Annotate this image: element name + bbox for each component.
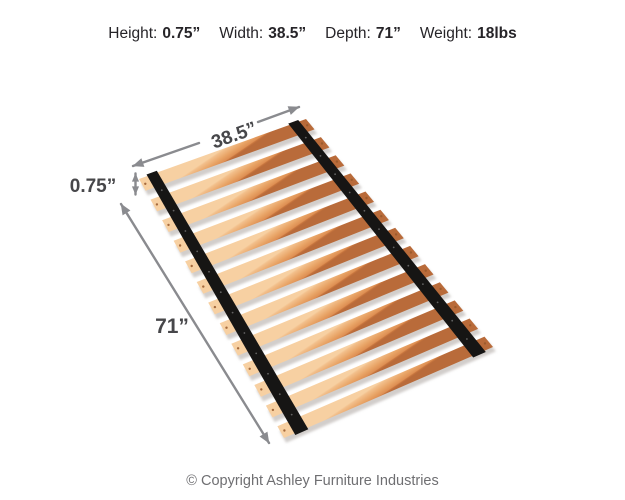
strap-stitch xyxy=(219,291,222,294)
slat xyxy=(277,336,493,438)
staple-dot xyxy=(155,203,159,206)
strap-stitch xyxy=(267,372,269,375)
spec-height-label: Height: xyxy=(108,25,158,42)
spec-line: Height: 0.75” Width: 38.5” Depth: 71” Weigh… xyxy=(0,24,625,43)
strap-stitch xyxy=(184,230,187,232)
spec-width-value: 38.5” xyxy=(268,25,307,42)
strap-stitch xyxy=(319,155,322,157)
staple-dot xyxy=(469,324,472,327)
staple-dot xyxy=(365,196,368,200)
strap-stitch xyxy=(231,311,234,314)
dimension-arrows xyxy=(119,105,301,445)
slat xyxy=(139,119,315,191)
staple-dot xyxy=(271,408,275,412)
height-dimension-label: 0.75” xyxy=(70,176,116,197)
staple-dot xyxy=(144,182,147,185)
slat xyxy=(219,245,419,335)
spec-depth-value: 71” xyxy=(375,25,401,42)
staple-dot xyxy=(320,142,324,145)
strap-stitch xyxy=(466,338,468,340)
copyright-text: © Copyright Ashley Furniture Industries xyxy=(186,473,439,489)
depth-dimension-label: 71” xyxy=(155,315,189,338)
staple-dot xyxy=(248,367,251,370)
staple-dot xyxy=(260,388,263,391)
strap-stitch xyxy=(243,332,246,334)
staple-dot xyxy=(202,285,205,288)
staple-dot xyxy=(283,429,286,432)
slat xyxy=(242,282,449,377)
strap-stitch xyxy=(172,209,175,212)
staple-dot xyxy=(424,269,427,272)
staple-dot xyxy=(167,223,170,227)
strap-stitch xyxy=(255,352,258,355)
staple-dot xyxy=(190,264,193,268)
width-arrow-right-segment xyxy=(256,105,301,124)
webbing-strap xyxy=(288,120,486,358)
staple-dot xyxy=(394,233,398,236)
spec-height: Height: 0.75” xyxy=(108,24,200,43)
staple-dot xyxy=(380,215,383,218)
staple-dot xyxy=(178,244,182,247)
strap-stitch xyxy=(407,264,410,267)
slat xyxy=(254,300,464,397)
slat xyxy=(265,318,479,418)
staple-dot xyxy=(409,251,413,254)
strap-stitch xyxy=(392,246,395,249)
staple-dot xyxy=(236,347,240,350)
staple-dot xyxy=(439,287,442,291)
strap-stitch xyxy=(278,393,281,396)
strap-stitch xyxy=(422,283,424,285)
staple-dot xyxy=(350,178,353,181)
staple-dot xyxy=(213,305,217,309)
strap-stitch xyxy=(378,228,380,231)
spec-weight-value: 18lbs xyxy=(477,25,517,42)
spec-weight: Weight: 18lbs xyxy=(420,24,517,43)
strap-stitch xyxy=(348,191,351,194)
spec-width: Width: 38.5” xyxy=(219,24,306,43)
strap-stitch xyxy=(196,250,199,253)
strap-stitch xyxy=(208,270,210,273)
staple-dot xyxy=(454,305,457,309)
staple-dot xyxy=(335,160,339,163)
strap-stitch xyxy=(334,173,336,176)
spec-width-label: Width: xyxy=(219,25,264,42)
strap-stitch xyxy=(451,319,454,322)
width-arrow-left-segment xyxy=(131,141,201,168)
slat xyxy=(231,264,434,356)
spec-weight-label: Weight: xyxy=(419,25,473,42)
strap-stitch xyxy=(436,301,439,304)
staple-dot xyxy=(225,326,228,329)
strap-stitch xyxy=(363,209,366,212)
spec-depth-label: Depth: xyxy=(325,25,371,42)
depth-arrow xyxy=(119,202,271,445)
spec-depth: Depth: 71” xyxy=(325,24,401,43)
strap-stitch xyxy=(160,189,163,192)
slat xyxy=(150,137,330,212)
strap-stitch xyxy=(304,136,307,139)
staple-dot xyxy=(306,124,309,127)
strap-stitch xyxy=(290,413,293,416)
spec-height-value: 0.75” xyxy=(162,25,201,42)
staple-dot xyxy=(483,342,487,345)
